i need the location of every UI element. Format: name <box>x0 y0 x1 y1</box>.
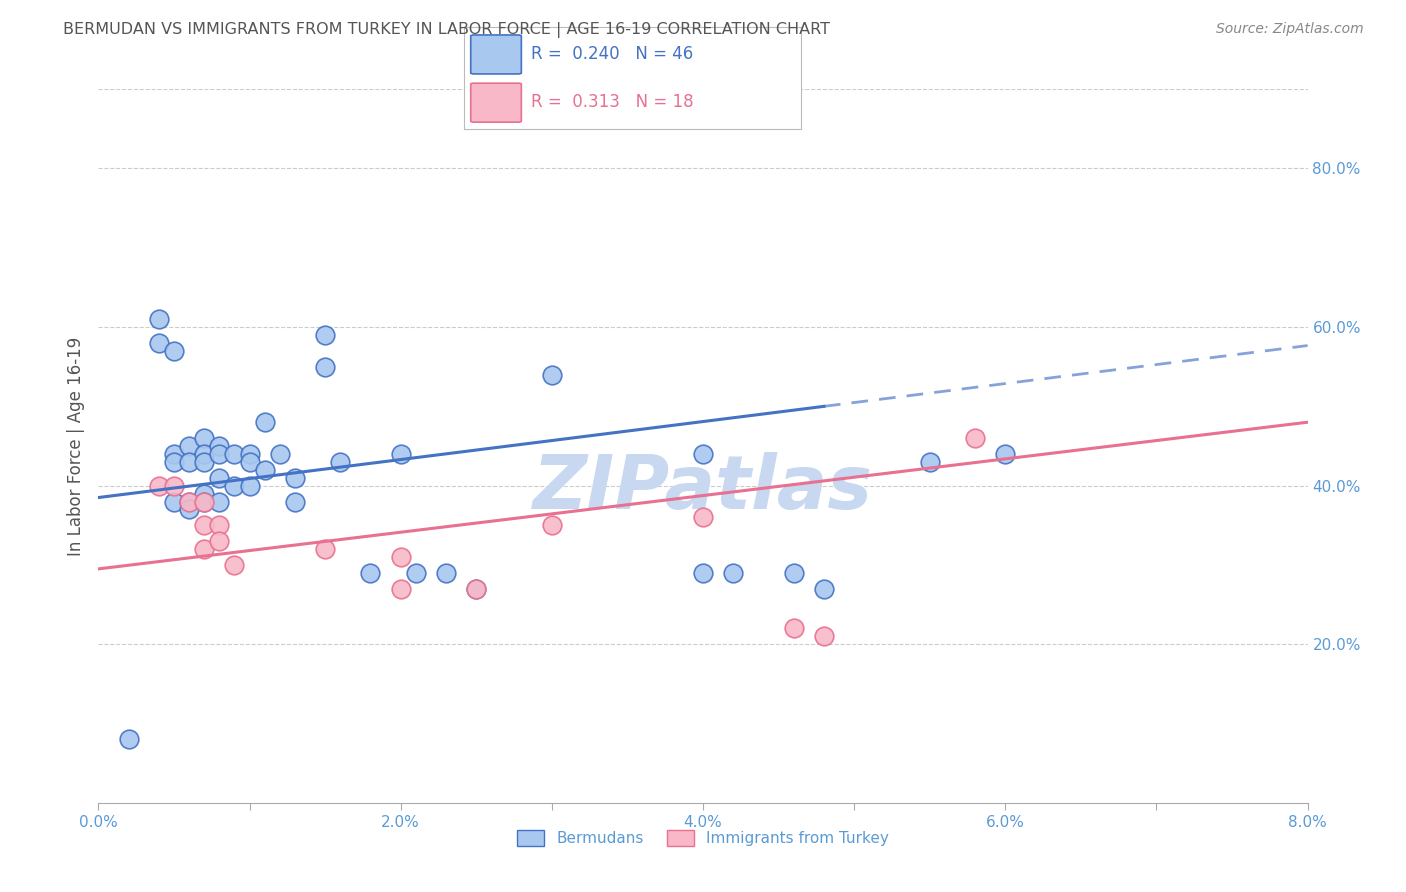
Point <box>239 455 262 469</box>
Point <box>193 455 215 469</box>
Point <box>692 510 714 524</box>
Text: R =  0.240   N = 46: R = 0.240 N = 46 <box>531 45 693 63</box>
Point <box>389 447 412 461</box>
Point <box>239 478 262 492</box>
Legend: Bermudans, Immigrants from Turkey: Bermudans, Immigrants from Turkey <box>510 824 896 852</box>
Point <box>314 359 336 374</box>
Point <box>253 463 276 477</box>
Point <box>224 558 246 572</box>
Point <box>994 447 1017 461</box>
Point <box>148 478 170 492</box>
Point <box>163 494 186 508</box>
FancyBboxPatch shape <box>471 83 522 122</box>
Point <box>692 566 714 580</box>
Text: BERMUDAN VS IMMIGRANTS FROM TURKEY IN LABOR FORCE | AGE 16-19 CORRELATION CHART: BERMUDAN VS IMMIGRANTS FROM TURKEY IN LA… <box>63 22 831 38</box>
Point <box>163 455 186 469</box>
Point <box>193 447 215 461</box>
Point <box>434 566 457 580</box>
Text: R =  0.313   N = 18: R = 0.313 N = 18 <box>531 93 695 111</box>
Point <box>723 566 745 580</box>
Point <box>540 368 562 382</box>
Point <box>208 439 231 453</box>
Point <box>284 471 307 485</box>
Point <box>179 494 201 508</box>
Point <box>193 494 215 508</box>
Point <box>179 439 201 453</box>
Point <box>239 447 262 461</box>
Point <box>465 582 488 596</box>
Point <box>163 447 186 461</box>
Point <box>329 455 352 469</box>
Point <box>163 343 186 358</box>
Point <box>148 312 170 326</box>
Point <box>314 542 336 557</box>
Point <box>179 494 201 508</box>
Point <box>540 518 562 533</box>
Point <box>208 518 231 533</box>
Point <box>389 549 412 564</box>
Point <box>224 447 246 461</box>
Point <box>208 494 231 508</box>
Point <box>314 328 336 343</box>
Point <box>813 629 835 643</box>
Point <box>193 431 215 445</box>
Point <box>163 478 186 492</box>
Point <box>224 478 246 492</box>
Point <box>269 447 291 461</box>
Point <box>918 455 941 469</box>
Point <box>179 455 201 469</box>
Text: Source: ZipAtlas.com: Source: ZipAtlas.com <box>1216 22 1364 37</box>
Point <box>360 566 382 580</box>
Point <box>179 502 201 516</box>
Point <box>692 447 714 461</box>
Point <box>783 621 806 635</box>
Point <box>783 566 806 580</box>
Y-axis label: In Labor Force | Age 16-19: In Labor Force | Age 16-19 <box>66 336 84 556</box>
Point <box>193 542 215 557</box>
Point <box>208 534 231 549</box>
Point <box>193 486 215 500</box>
Text: ZIPatlas: ZIPatlas <box>533 452 873 525</box>
Point <box>389 582 412 596</box>
Point <box>405 566 427 580</box>
Point <box>284 494 307 508</box>
Point <box>208 447 231 461</box>
FancyBboxPatch shape <box>471 35 522 74</box>
Point <box>193 494 215 508</box>
Point <box>253 415 276 429</box>
Point <box>965 431 987 445</box>
Point <box>813 582 835 596</box>
Point <box>118 732 141 747</box>
Point <box>465 582 488 596</box>
Point <box>193 518 215 533</box>
Point <box>208 471 231 485</box>
Point <box>148 335 170 350</box>
